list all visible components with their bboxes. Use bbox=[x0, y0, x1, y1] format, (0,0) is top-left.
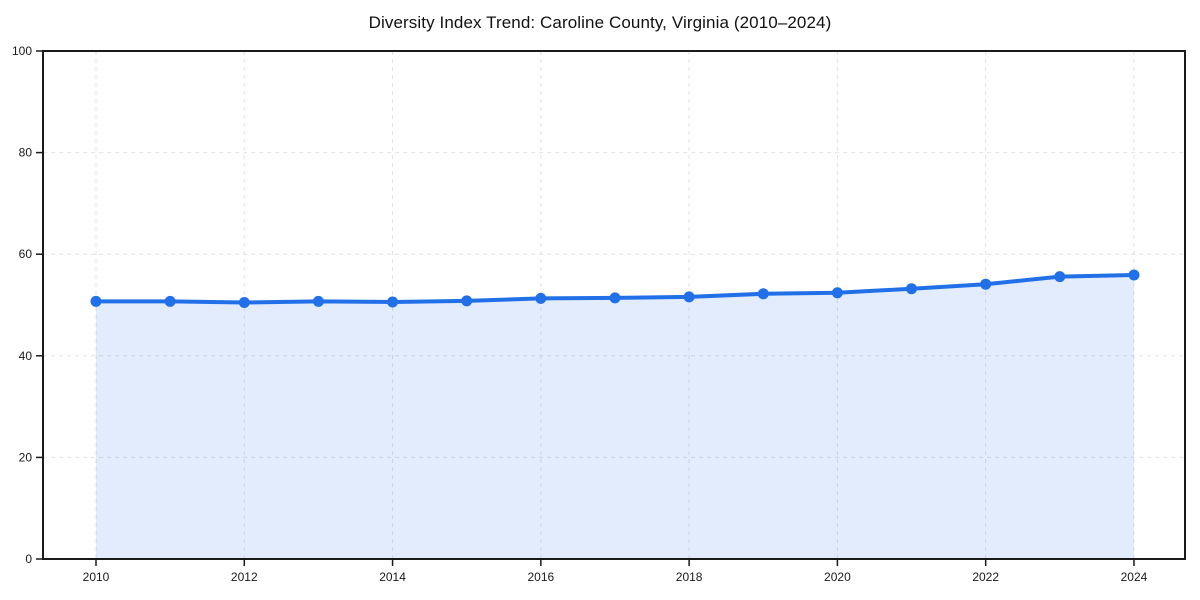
y-tick-label: 20 bbox=[19, 450, 33, 464]
data-point-2020 bbox=[831, 287, 843, 299]
data-point-2019 bbox=[757, 288, 769, 300]
x-tick-label: 2022 bbox=[972, 570, 999, 584]
data-point-2012 bbox=[238, 297, 250, 308]
area-fill bbox=[96, 275, 1134, 559]
data-point-2011 bbox=[164, 295, 176, 307]
x-tick-label: 2018 bbox=[676, 570, 703, 584]
data-point-2010 bbox=[90, 295, 102, 307]
x-tick-label: 2012 bbox=[231, 570, 258, 584]
data-point-2014 bbox=[387, 296, 399, 308]
x-tick-label: 2024 bbox=[1121, 570, 1148, 584]
y-tick-label: 100 bbox=[12, 44, 32, 58]
data-point-2023 bbox=[1054, 271, 1066, 283]
y-tick-label: 40 bbox=[19, 349, 33, 363]
x-tick-label: 2020 bbox=[824, 570, 851, 584]
data-point-2017 bbox=[609, 292, 621, 304]
x-tick-label: 2014 bbox=[379, 570, 406, 584]
data-point-2018 bbox=[683, 291, 695, 303]
x-tick-label: 2010 bbox=[83, 570, 110, 584]
chart-title: Diversity Index Trend: Caroline County, … bbox=[368, 13, 832, 32]
data-point-2016 bbox=[535, 292, 547, 304]
y-tick-label: 60 bbox=[19, 247, 33, 261]
data-point-2024 bbox=[1128, 269, 1140, 281]
y-tick-label: 0 bbox=[25, 552, 32, 566]
data-point-2021 bbox=[906, 283, 917, 295]
plot-border bbox=[42, 50, 1186, 560]
data-point-2015 bbox=[461, 295, 473, 307]
data-point-2013 bbox=[312, 295, 324, 307]
x-tick-label: 2016 bbox=[527, 570, 554, 584]
data-point-2022 bbox=[980, 278, 992, 290]
y-tick-label: 80 bbox=[19, 146, 33, 160]
